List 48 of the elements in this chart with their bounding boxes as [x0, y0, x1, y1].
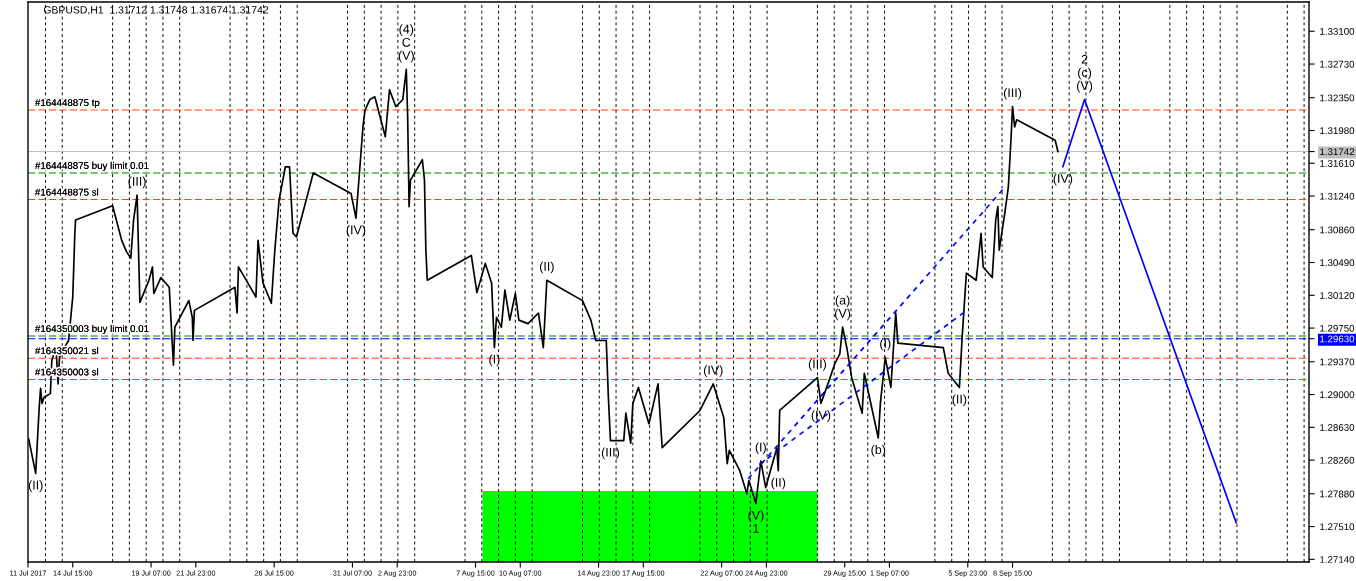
y-tick-label: 1.27880 — [1320, 490, 1355, 498]
y-tick-label: 1.31742 — [1320, 148, 1355, 156]
annotation: (V) — [398, 50, 414, 63]
y-tick-label: 1.29370 — [1320, 358, 1355, 366]
annotation: (a) — [835, 295, 850, 308]
annotation: 2 — [1081, 54, 1088, 64]
y-tick-label: 1.28630 — [1320, 424, 1355, 431]
y-tick-label: 1.30120 — [1320, 292, 1355, 299]
annotation: (III) — [601, 447, 620, 460]
ref-line-label: #164448875 sl — [34, 188, 99, 196]
annotation: (IV) — [703, 365, 723, 377]
annotation: (III) — [128, 176, 146, 189]
annotation: (V) — [748, 510, 764, 523]
annotation: (V) — [1076, 80, 1093, 93]
annotation: (V) — [835, 308, 851, 321]
y-tick-label: 1.31240 — [1320, 192, 1355, 200]
annotation: (II) — [28, 480, 43, 492]
annotation: (I) — [755, 442, 766, 455]
annotation: (IV) — [811, 410, 831, 422]
y-tick-label: 1.29630 — [1320, 335, 1355, 343]
annotation: (c) — [1078, 67, 1092, 80]
y-tick-label: 1.30860 — [1320, 226, 1355, 234]
annotation: (II) — [539, 261, 554, 274]
y-tick-label: 1.33100 — [1320, 27, 1355, 35]
chart-title: GBPUSD,H1 1.31712 1.31748 1.31674 1.31742 — [43, 6, 269, 15]
y-tick-label: 1.29750 — [1320, 324, 1355, 332]
annotation: (II) — [952, 394, 967, 407]
y-tick-label: 1.28260 — [1320, 456, 1355, 464]
ref-line-label: #164448875 buy limit 0.01 — [34, 161, 149, 171]
annotation: (IV) — [1053, 173, 1073, 186]
annotation: (4) — [399, 24, 414, 36]
annotation: (I) — [880, 338, 891, 351]
annotation: C — [402, 37, 411, 47]
y-tick-label: 1.31610 — [1320, 160, 1355, 167]
ref-line-label: #164448875 tp — [34, 99, 100, 109]
annotation: 1 — [753, 524, 759, 533]
y-tick-label: 1.27140 — [1320, 556, 1355, 563]
annotation: (b) — [871, 444, 886, 457]
annotation: (III) — [808, 359, 827, 371]
y-tick-label: 1.31980 — [1320, 127, 1355, 135]
y-tick-label: 1.30490 — [1320, 259, 1355, 267]
annotation: (II) — [771, 477, 786, 490]
y-tick-label: 1.29000 — [1320, 391, 1355, 399]
annotation: (IV) — [346, 225, 366, 237]
annotation: (III) — [1003, 87, 1022, 100]
y-tick-label: 1.27510 — [1320, 523, 1355, 531]
y-tick-label: 1.32730 — [1320, 60, 1355, 68]
y-tick-label: 1.32350 — [1320, 94, 1355, 102]
